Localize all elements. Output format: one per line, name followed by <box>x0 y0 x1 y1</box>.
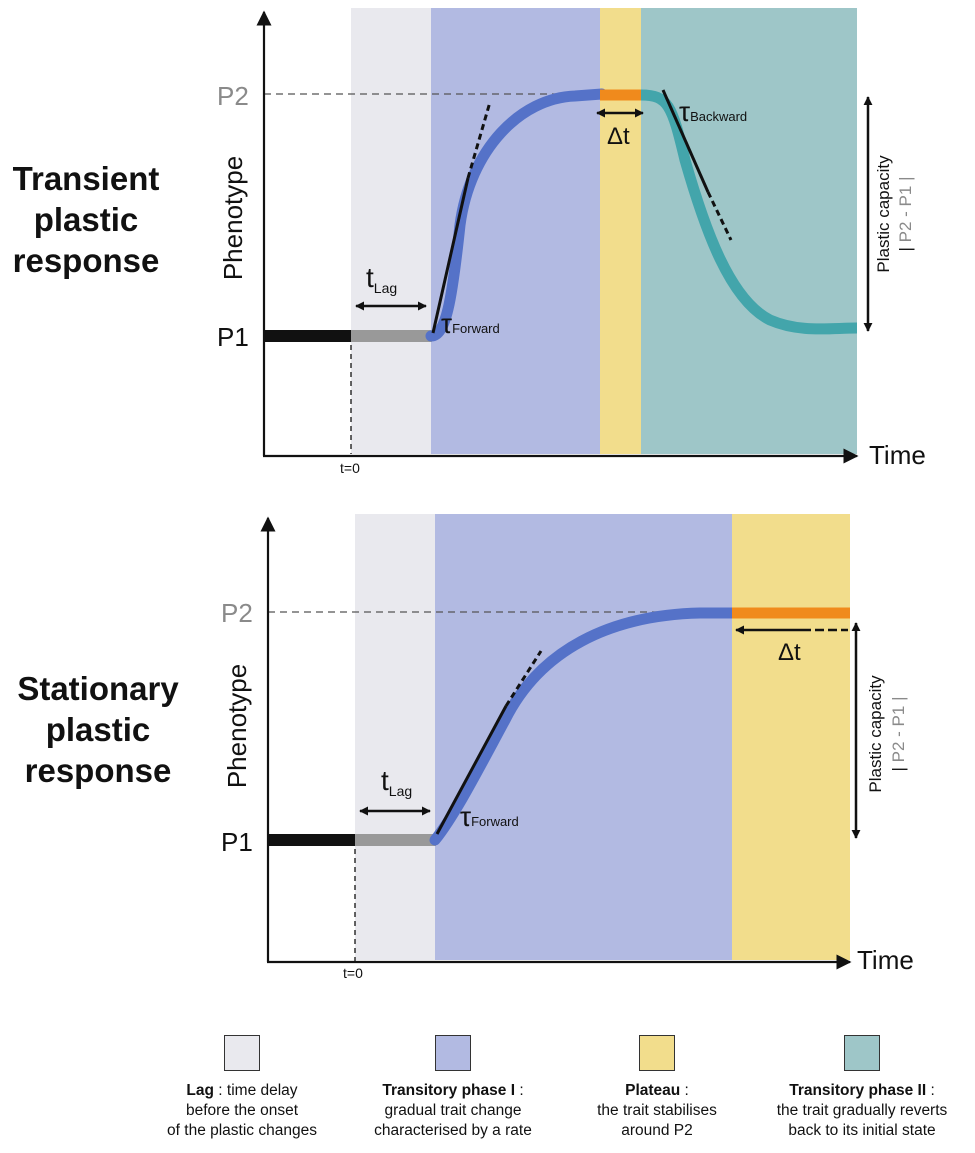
forward-tangent <box>431 177 470 334</box>
tau-forward-label: τForward <box>460 801 519 832</box>
phase1-band <box>435 514 732 960</box>
forward-tangent-extension <box>466 101 492 179</box>
legend-desc-line: before the onset <box>185 1102 299 1119</box>
legend-name: Transitory phase I <box>382 1082 516 1099</box>
tlag-subscript: Lag <box>374 280 397 296</box>
capacity-label: Plastic capacity | P2 - P1 | <box>874 155 915 273</box>
plateau-band <box>600 8 641 454</box>
legend-heading: Transitory phase II : <box>747 1081 975 1101</box>
capacity-formula-open: | <box>896 242 915 251</box>
legend-name: Lag <box>186 1082 214 1099</box>
p2-label: P2 <box>221 598 253 628</box>
y-axis-label: Phenotype <box>222 664 252 788</box>
row-title-transient: Transient plastic response <box>0 158 172 281</box>
lag-band <box>355 514 435 960</box>
p2-label: P2 <box>217 81 249 111</box>
row-title-line: Transient <box>12 160 160 197</box>
forward-tangent <box>435 705 508 835</box>
delta-t-label: Δt <box>778 639 801 666</box>
legend-desc-line: the trait gradually reverts <box>776 1102 948 1119</box>
legend-separator: : <box>926 1082 935 1099</box>
row-title-line: plastic <box>45 711 151 748</box>
legend-swatch-plateau <box>639 1035 675 1071</box>
tlag-symbol: t <box>366 262 374 293</box>
row-title-line: response <box>12 242 160 279</box>
row-title-line: plastic <box>33 201 139 238</box>
backward-tangent-extension <box>706 191 733 241</box>
legend-item-lag: Lag : time delay before the onset of the… <box>127 1035 357 1141</box>
legend-item-plateau: Plateau : the trait stabilises around P2 <box>542 1035 772 1141</box>
x-axis-label: Time <box>857 945 914 975</box>
legend-text: Transitory phase II : the trait graduall… <box>747 1081 975 1141</box>
legend-desc-line: the trait stabilises <box>597 1102 717 1119</box>
tlag-label: tLag <box>366 262 397 296</box>
capacity-formula-open: | <box>889 762 908 771</box>
legend-swatch-phase1 <box>435 1035 471 1071</box>
tau-forward-symbol: τ <box>460 801 471 832</box>
legend-text: Transitory phase I : gradual trait chang… <box>338 1081 568 1141</box>
legend-swatch-phase2 <box>844 1035 880 1071</box>
p1-label: P1 <box>221 827 253 857</box>
capacity-label: Plastic capacity | P2 - P1 | <box>866 675 908 793</box>
legend-text: Plateau : the trait stabilises around P2 <box>542 1081 772 1141</box>
legend-item-phase2: Transitory phase II : the trait graduall… <box>747 1035 975 1141</box>
legend-separator: : <box>515 1082 524 1099</box>
tau-backward-symbol: τ <box>679 96 690 127</box>
capacity-formula: | P2 - P1 | <box>889 697 908 772</box>
tau-backward-label: τBackward <box>679 96 747 127</box>
tlag-subscript: Lag <box>389 783 412 799</box>
capacity-formula-rest: - P1 | <box>896 177 915 222</box>
tau-forward-subscript: Forward <box>471 814 519 829</box>
capacity-formula: | P2 - P1 | <box>896 177 915 252</box>
legend-desc-line: characterised by a rate <box>374 1122 532 1139</box>
y-axis-label: Phenotype <box>218 156 248 280</box>
capacity-formula-p2: P2 <box>896 222 915 243</box>
forward-curve <box>429 607 738 846</box>
p1-label: P1 <box>217 322 249 352</box>
capacity-text: Plastic capacity <box>866 675 885 793</box>
forward-tangent-extension <box>504 650 543 707</box>
tau-forward-symbol: τ <box>441 308 452 339</box>
tau-forward-subscript: Forward <box>452 321 500 336</box>
legend-text: Lag : time delay before the onset of the… <box>127 1081 357 1141</box>
row-title-stationary: Stationary plastic response <box>0 668 196 791</box>
row-title-line: Stationary <box>17 670 179 707</box>
phase2-band <box>641 8 857 454</box>
legend-name: Plateau <box>625 1082 681 1099</box>
legend-heading: Plateau : <box>542 1081 772 1101</box>
legend-desc-line: gradual trait change <box>384 1102 522 1119</box>
capacity-text: Plastic capacity <box>874 155 893 273</box>
legend-item-phase1: Transitory phase I : gradual trait chang… <box>338 1035 568 1141</box>
backward-tangent <box>661 89 710 193</box>
legend-heading: Lag : time delay <box>127 1081 357 1101</box>
capacity-formula-rest: - P1 | <box>889 697 908 742</box>
transient-panel: P2 P1 Phenotype Time t=0 tLag τForward τ… <box>217 8 926 476</box>
plateau-band <box>732 514 850 960</box>
legend-heading: Transitory phase I : <box>338 1081 568 1101</box>
tau-backward-subscript: Backward <box>690 109 747 124</box>
tlag-symbol: t <box>381 765 389 796</box>
t0-label: t=0 <box>340 460 360 476</box>
legend-separator: : <box>680 1082 689 1099</box>
x-axis-label: Time <box>869 440 926 470</box>
legend-desc-line: back to its initial state <box>788 1122 936 1139</box>
stationary-panel: P2 P1 Phenotype Time t=0 tLag τForward Δ… <box>221 514 914 981</box>
legend-desc-line: around P2 <box>621 1122 693 1139</box>
delta-t-label: Δt <box>607 123 630 150</box>
t0-label: t=0 <box>343 965 363 981</box>
row-title-line: response <box>24 752 172 789</box>
legend-desc-first: time delay <box>226 1082 298 1099</box>
legend-separator: : <box>213 1082 227 1099</box>
legend-desc-line: of the plastic changes <box>167 1122 317 1139</box>
forward-curve <box>425 88 608 342</box>
tau-forward-label: τForward <box>441 308 500 339</box>
tlag-label: tLag <box>381 765 412 799</box>
legend-name: Transitory phase II <box>789 1082 927 1099</box>
legend-swatch-lag <box>224 1035 260 1071</box>
lag-band <box>351 8 431 454</box>
backward-curve <box>640 89 858 335</box>
capacity-formula-p2: P2 <box>889 742 908 763</box>
